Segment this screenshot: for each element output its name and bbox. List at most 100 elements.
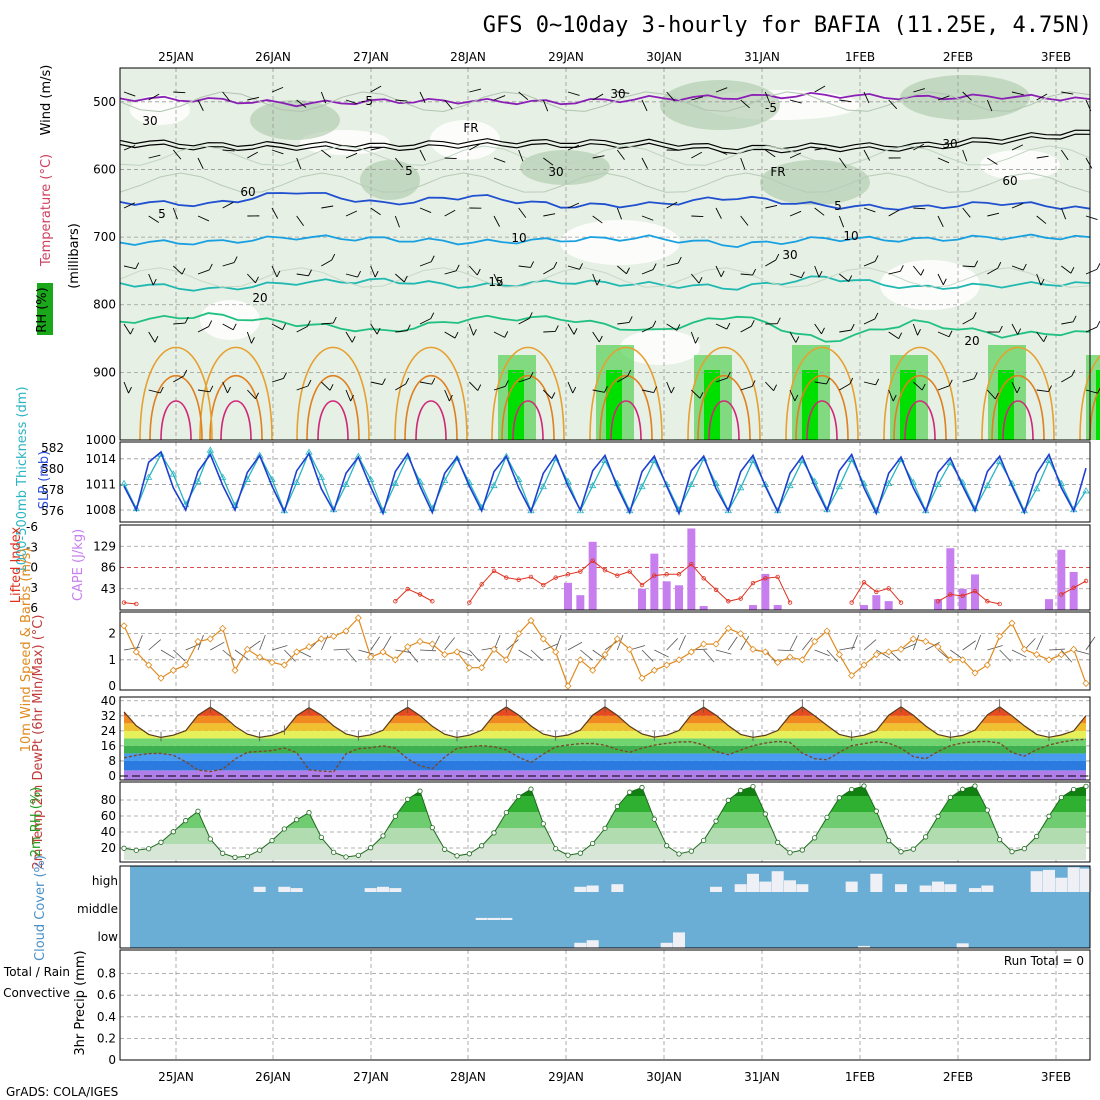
wind-barb [1036, 215, 1047, 224]
lifted-index-point [676, 572, 682, 577]
wind-barb [247, 151, 259, 159]
rh-dry-patch [560, 220, 680, 265]
rh-legend-label: RH (%) [35, 287, 50, 332]
wind-barb [567, 323, 575, 335]
surface-wind-barb [777, 649, 794, 652]
isotherm-surface [149, 375, 203, 441]
wind-barb [444, 331, 456, 339]
wind-barb [345, 273, 358, 278]
contour-label: 10 [511, 231, 526, 245]
lifted-index-point [516, 577, 521, 582]
cloud-low-bar [660, 942, 673, 948]
wind-barb [652, 320, 657, 327]
rh-point [861, 783, 867, 789]
slp-axis-label: SLP (mb) [37, 451, 52, 510]
wind-barb [148, 331, 156, 343]
wind-barb [691, 151, 703, 159]
cloud-high-bar [364, 888, 377, 892]
wind-barb [794, 394, 799, 402]
wind-barb [1085, 215, 1098, 221]
wind-barb [567, 202, 580, 209]
wind-barb [374, 270, 379, 278]
cloud-high-bar [759, 881, 772, 892]
wind-barb [247, 96, 260, 101]
wind-speed-point [305, 643, 313, 651]
lifted-index-point [479, 582, 484, 587]
pressure-tick-label: 800 [93, 298, 116, 312]
wind-speed-point [552, 648, 560, 656]
wind-barb [518, 265, 531, 268]
surface-wind-barb [506, 639, 519, 651]
rh-point [318, 834, 324, 840]
wind-speed-point [317, 635, 325, 643]
wind-barb [1011, 381, 1018, 394]
rh-point [454, 853, 460, 859]
thickness-point [144, 473, 153, 480]
wind-speed-point [946, 656, 954, 664]
wind-barb [173, 265, 183, 275]
rh-point [306, 810, 312, 816]
wind-barb [666, 323, 678, 331]
wind-barb [123, 202, 136, 209]
wind-barb [1096, 320, 1100, 328]
wind-barb [173, 375, 184, 383]
precip-total-legend: Total / Rain [3, 965, 70, 979]
rh-point [133, 847, 139, 853]
wind-barb [839, 383, 850, 391]
isotherm-surface [296, 346, 370, 441]
isotherm-surface [317, 400, 349, 441]
wind-barb [740, 157, 746, 170]
wind-barb [246, 331, 252, 344]
rh-point [170, 829, 176, 835]
rh-point [183, 818, 189, 824]
rh-point [799, 847, 805, 853]
wind-barb [912, 323, 918, 336]
thickness-axis-label: 1000-500mb Thickness (dm) [15, 386, 30, 573]
rh-tick-label: 60 [101, 809, 116, 823]
wind-barb [863, 318, 876, 325]
wind-speed-point [145, 661, 153, 669]
wind-barb [504, 331, 509, 338]
wind-barb [962, 207, 971, 218]
temperature-band [124, 760, 1086, 771]
rh-point [281, 826, 287, 832]
cloud-high-bar [747, 873, 759, 892]
chart-title: GFS 0~10day 3-hourly for BAFIA (11.25E, … [483, 13, 1092, 38]
wind-barb [154, 336, 159, 343]
wind-barb [543, 330, 556, 333]
rh-point [614, 803, 620, 810]
wind-speed-point [169, 666, 177, 674]
rh-point [232, 854, 238, 860]
thickness-point [218, 473, 227, 480]
wind-barb [776, 317, 781, 324]
wind-barb [551, 392, 556, 399]
surface-wind-barb [666, 638, 678, 651]
wind-barb [419, 318, 431, 325]
cape-bar [749, 605, 757, 610]
surface-wind-barb [210, 641, 225, 651]
wind-barb [666, 201, 678, 209]
wind-barb [543, 389, 553, 399]
wind-barb [1017, 328, 1022, 335]
wind-barb [921, 383, 926, 391]
isotherm-surface [209, 375, 263, 441]
temperature-band [124, 738, 1086, 746]
wind-barb [888, 270, 901, 275]
wind-speed-point [589, 666, 597, 674]
wind-barb [691, 389, 701, 399]
wind-barb [276, 270, 281, 278]
cloud-level-label: low [98, 930, 119, 944]
cape-bar [1057, 549, 1066, 610]
wind-speed-point [219, 624, 227, 632]
rh-dry-patch [880, 260, 980, 310]
cape-bar [860, 605, 868, 610]
thickness-point [576, 506, 585, 514]
rh-point [479, 843, 485, 849]
wind-speed-point [330, 632, 338, 640]
wind-barb [148, 389, 161, 394]
wind-barb [542, 99, 549, 112]
wind-barb [676, 324, 681, 331]
surface-wind-barb [1011, 649, 1027, 658]
rh-point [491, 830, 497, 836]
wind-barb [592, 273, 598, 286]
